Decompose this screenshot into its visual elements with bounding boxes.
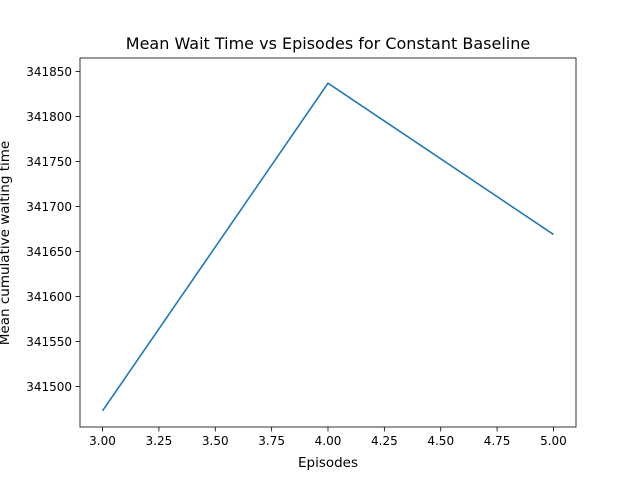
x-tick-label: 4.50 xyxy=(427,434,454,448)
x-tick-label: 4.00 xyxy=(315,434,342,448)
x-tick-label: 4.75 xyxy=(484,434,511,448)
y-tick-label: 341650 xyxy=(26,245,72,259)
series-line-0 xyxy=(101,82,554,412)
y-tick-label: 341700 xyxy=(26,200,72,214)
y-tick-label: 341550 xyxy=(26,335,72,349)
y-tick-label: 341850 xyxy=(26,65,72,79)
x-tick-label: 3.75 xyxy=(258,434,285,448)
x-tick-label: 3.50 xyxy=(202,434,229,448)
y-tick-label: 341600 xyxy=(26,290,72,304)
y-tick-label: 341500 xyxy=(26,380,72,394)
y-tick-label: 341750 xyxy=(26,155,72,169)
y-tick-label: 341800 xyxy=(26,110,72,124)
x-tick-label: 3.25 xyxy=(146,434,173,448)
x-axis-label: Episodes xyxy=(298,455,358,471)
x-tick-label: 3.00 xyxy=(89,434,116,448)
x-tick-label: 5.00 xyxy=(540,434,567,448)
chart-title: Mean Wait Time vs Episodes for Constant … xyxy=(126,34,530,53)
y-axis-label: Mean cumulative waiting time xyxy=(0,141,13,345)
plot-frame xyxy=(79,57,577,428)
x-tick-label: 4.25 xyxy=(371,434,398,448)
y-axis: 341500 341550 341600 341650 341700 341750 3418… xyxy=(26,65,80,394)
x-axis: 3.00 3.25 3.50 3.75 4.00 4.25 4.50 4.75 5.00 xyxy=(89,427,567,448)
plot-area xyxy=(79,57,577,428)
